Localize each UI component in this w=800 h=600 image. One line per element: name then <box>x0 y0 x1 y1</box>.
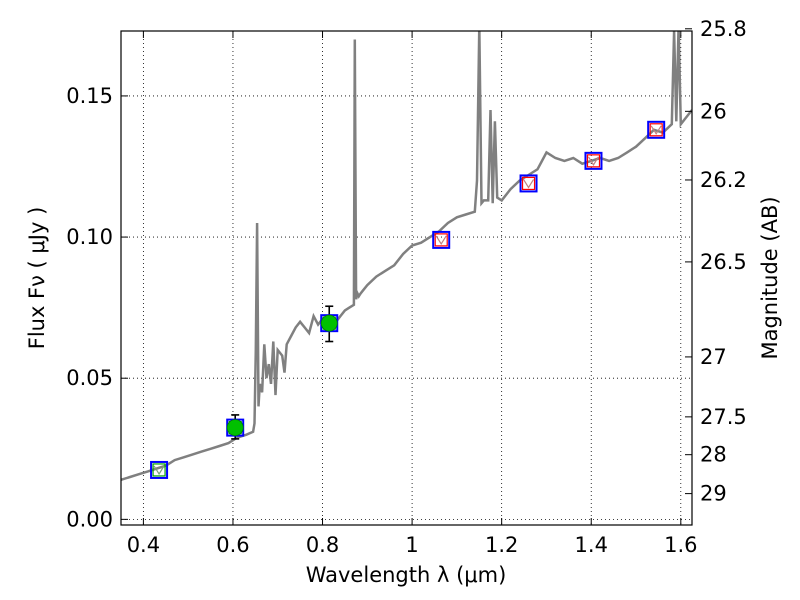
x-tick-label: 0.6 <box>216 533 249 557</box>
observed-point <box>320 314 338 332</box>
y-tick-label: 0.05 <box>66 366 113 390</box>
filter-marker <box>586 154 601 168</box>
plot-frame <box>120 30 693 526</box>
filter-curve <box>587 156 599 166</box>
model-marker <box>584 151 603 170</box>
right-tick-label: 27.5 <box>700 405 747 429</box>
markers <box>150 120 666 479</box>
model-marker <box>519 174 538 193</box>
model-marker <box>647 120 666 139</box>
y-axis-label: Flux Fν ( μJy ) <box>25 207 49 350</box>
filter-marker <box>521 176 536 191</box>
spectrum-series <box>121 31 692 481</box>
x-tick-label: 1 <box>405 533 418 557</box>
y-tick-label: 0.00 <box>66 507 113 531</box>
plot-background <box>121 31 692 525</box>
filter-curve <box>523 179 535 189</box>
filter-curve <box>153 465 165 476</box>
spectrum-line <box>121 31 692 481</box>
right-tick-label: 29 <box>700 482 727 506</box>
right-tick-label: 28 <box>700 443 727 467</box>
right-tick-label: 26.5 <box>700 250 747 274</box>
model-marker <box>432 230 451 249</box>
y-tick-label: 0.15 <box>66 84 113 108</box>
x-tick-label: 1.4 <box>575 533 608 557</box>
x-axis-label: Wavelength λ (μm) <box>306 563 507 587</box>
right-tick-label: 27 <box>700 345 727 369</box>
x-tick-label: 0.4 <box>127 533 160 557</box>
filter-marker <box>434 233 448 247</box>
x-tick-label: 0.8 <box>306 533 339 557</box>
filter-marker <box>649 123 663 137</box>
right-tick-label: 26 <box>700 99 727 123</box>
filter-curve <box>650 125 662 135</box>
model-marker <box>150 460 169 479</box>
ticks: 0.4 0.6 0.8 1 1.2 1.4 1.6 0.00 0.05 0.10 0.15 25.8 2… <box>66 17 747 557</box>
x-tick-label: 1.6 <box>664 533 697 557</box>
right-tick-label: 25.8 <box>700 17 747 41</box>
right-tick-label: 26.2 <box>700 168 747 192</box>
right-axis-label: Magnitude (AB) <box>758 196 782 359</box>
filter-curve <box>435 235 447 246</box>
filter-marker <box>152 463 166 477</box>
x-tick-label: 1.2 <box>485 533 518 557</box>
y-tick-label: 0.10 <box>66 225 113 249</box>
observed-point <box>226 419 244 437</box>
